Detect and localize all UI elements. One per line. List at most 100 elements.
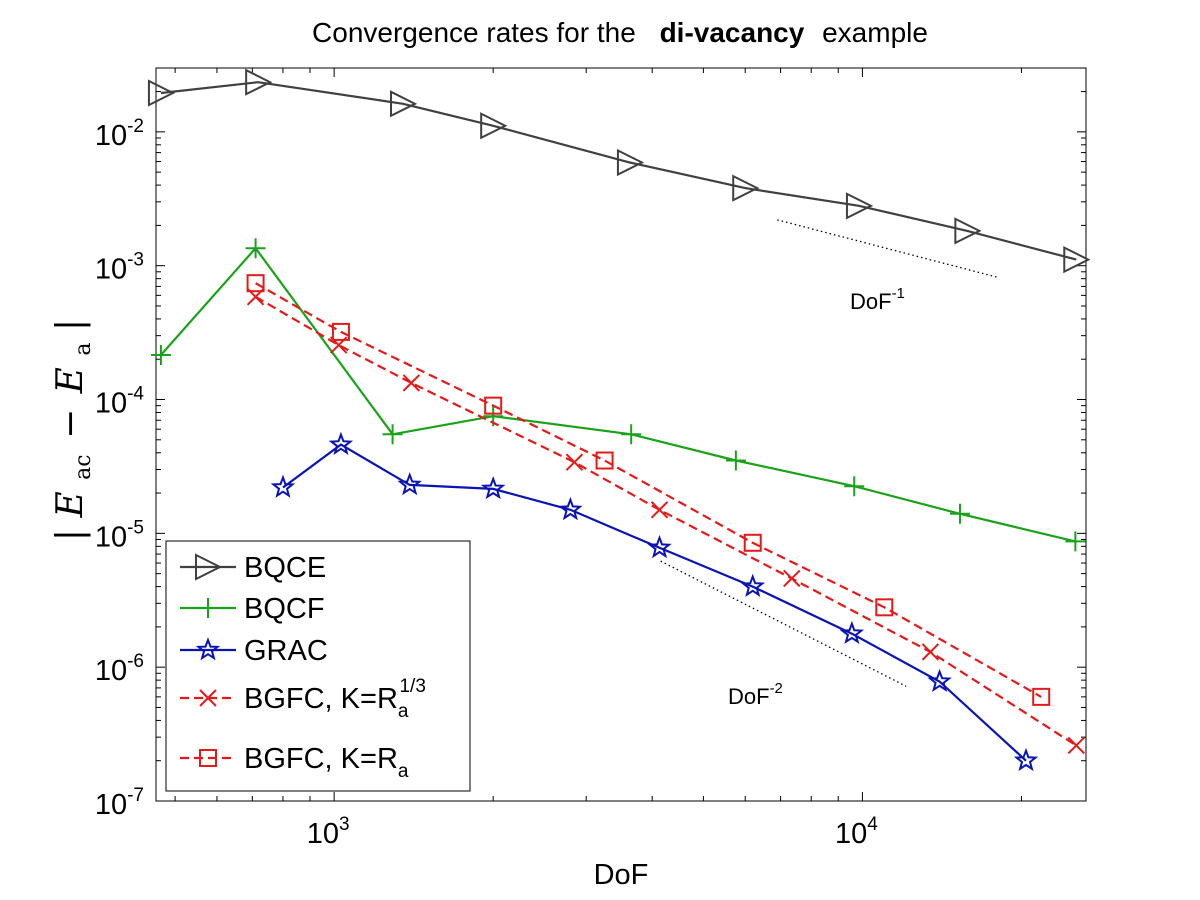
series-line (282, 443, 1027, 762)
legend-label-text: BGFC, K=R (244, 743, 398, 775)
data-point (245, 68, 273, 96)
reference-line-slope-2 (660, 560, 907, 687)
data-point (480, 476, 506, 500)
svg-text:| E ac −: | E ac − E a | (50, 319, 99, 541)
y-tick-label: 10-6 (95, 651, 144, 687)
data-point (484, 396, 503, 415)
data-point (480, 112, 508, 140)
y-tick-label: 10-4 (95, 384, 145, 420)
data-point (1067, 736, 1085, 755)
series-line (255, 295, 1077, 747)
y-tick-label-base: 10 (95, 789, 127, 821)
x-axis-label: DoF (594, 859, 649, 891)
data-point (402, 374, 421, 392)
data-point (616, 148, 645, 177)
data-point (328, 431, 354, 456)
data-point (725, 450, 746, 471)
reference-label-1: DoF-1 (850, 285, 905, 314)
reference-label-2: DoF-2 (728, 680, 783, 709)
data-point (1063, 245, 1091, 274)
legend-label: BGFC, K=Ra 1/3 (244, 676, 426, 722)
y-label-minus: − (50, 409, 91, 439)
x-tick-label-exp: 4 (867, 814, 878, 835)
y-label-sub-ac: ac (71, 454, 96, 479)
legend-entry: BGFC, K=Ra 1/3 (180, 676, 426, 722)
data-point (245, 238, 266, 259)
y-tick-label-base: 10 (95, 254, 127, 286)
y-tick-label: 10-5 (95, 517, 144, 553)
y-tick-label-exp: -5 (127, 517, 144, 538)
y-tick-label-base: 10 (95, 388, 127, 420)
x-tick-label-base: 10 (307, 818, 339, 850)
data-point (621, 424, 642, 445)
y-tick-label: 10-7 (95, 785, 144, 821)
data-point (927, 668, 952, 693)
y-tick-label: 10-2 (95, 116, 144, 152)
legend-label: BQCE (244, 552, 326, 584)
legend-label-sup: 1/3 (399, 676, 425, 697)
legend-label-text: BGFC, K=R (244, 683, 398, 715)
data-point (150, 345, 171, 366)
data-point (650, 501, 669, 519)
reference-line-slope-1 (777, 219, 998, 278)
y-label-e2: E (50, 367, 91, 394)
data-series (147, 68, 1091, 772)
y-tick-label-exp: -3 (127, 250, 144, 271)
y-tick-label-exp: -7 (127, 785, 144, 806)
data-point (839, 620, 865, 645)
reference-label-base: DoF (728, 684, 770, 709)
data-point (270, 474, 296, 498)
data-point (595, 451, 614, 470)
y-label-abs-right: | (50, 319, 91, 331)
series-bqce (147, 68, 1091, 274)
legend-marker (195, 553, 223, 581)
data-point (147, 79, 176, 107)
legend-label: BGFC, K=Ra (244, 743, 409, 782)
legend-marker (195, 637, 221, 661)
data-point (844, 476, 865, 497)
data-point (949, 503, 970, 524)
y-tick-label-exp: -2 (127, 116, 144, 137)
y-label-e1: E (50, 491, 91, 518)
data-point (740, 573, 766, 598)
reference-label-exp: -1 (892, 285, 905, 302)
legend-label-sub: a (398, 701, 409, 722)
legend-entry: BGFC, K=Ra (180, 743, 409, 782)
reference-label-exp: -2 (770, 680, 783, 697)
x-tick-label: 103 (307, 814, 350, 850)
data-point (565, 453, 584, 471)
legend-marker (198, 598, 218, 618)
data-point (397, 472, 422, 496)
data-point (783, 569, 801, 588)
series-bgfc-k-ra (246, 274, 1051, 706)
series-line (160, 81, 1077, 261)
y-label-sub-a: a (71, 342, 96, 355)
y-tick-label-exp: -6 (127, 651, 144, 672)
y-tick-label: 10-3 (95, 250, 144, 286)
legend-label: GRAC (244, 635, 328, 667)
y-label-abs-left: | (50, 529, 91, 541)
data-point (1032, 687, 1051, 706)
legend-label: BQCF (244, 593, 325, 625)
data-point (246, 274, 265, 293)
chart-title-bold: di-vacancy (660, 17, 805, 48)
data-point (921, 643, 940, 661)
data-point (382, 424, 403, 445)
legend-marker (199, 689, 217, 707)
x-tick-label-base: 10 (835, 818, 867, 850)
data-point (647, 534, 672, 559)
x-tick-label-exp: 3 (339, 814, 350, 835)
data-point (390, 90, 418, 118)
y-tick-label-exp: -4 (127, 384, 144, 405)
y-axis-label: | E ac − E a | (50, 319, 99, 541)
series-grac (270, 431, 1039, 772)
data-point (331, 322, 350, 341)
data-point (845, 192, 874, 220)
data-point (743, 533, 762, 552)
chart-title-prefix: Convergence rates for the (312, 17, 636, 48)
data-point (1065, 531, 1086, 552)
y-tick-label-base: 10 (95, 655, 127, 687)
x-tick-label: 104 (835, 814, 878, 850)
